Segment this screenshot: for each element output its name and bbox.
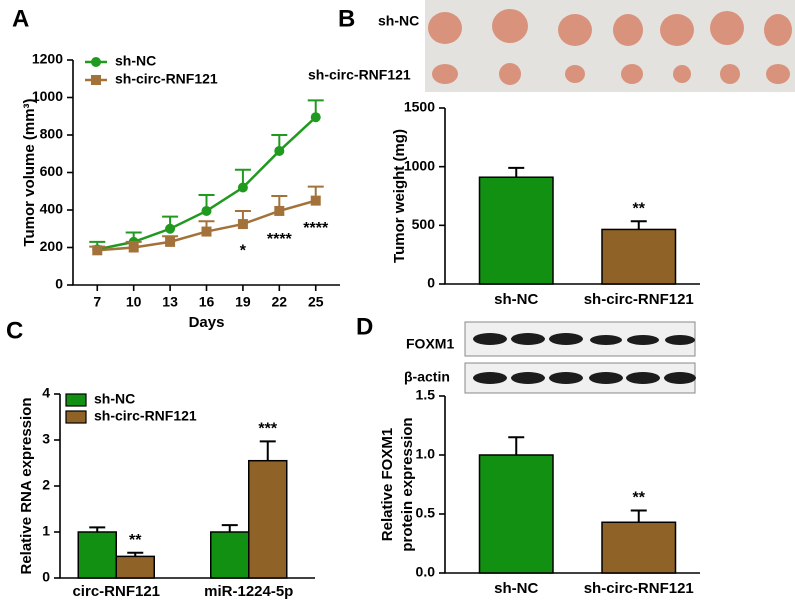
y-tick-label: 1.0 [416, 446, 436, 462]
y-tick-label: 600 [40, 163, 64, 179]
legend-swatch [65, 410, 87, 424]
marker [128, 242, 139, 253]
photo-label: sh-circ-RNF121 [308, 67, 411, 83]
bar [601, 228, 677, 285]
x-tick-label: sh-NC [494, 291, 538, 308]
panel-label: C [6, 317, 23, 344]
x-tick-label: miR-1224-5p [204, 583, 293, 600]
y-axis-label: Relative RNA expression [18, 397, 35, 574]
y-tick-label: 400 [40, 201, 64, 217]
y-axis-label: Tumor volume (mm³) [21, 98, 38, 246]
bar [478, 176, 554, 285]
y-tick-label: 0 [55, 276, 63, 292]
x-axis-label: Days [189, 314, 225, 331]
x-tick-label: 16 [199, 294, 215, 310]
legend-label: sh-NC [94, 391, 135, 407]
y-tick-label: 0.5 [416, 505, 436, 521]
significance: ** [633, 200, 646, 217]
x-tick-label: 7 [93, 294, 101, 310]
bar [601, 521, 677, 574]
marker [237, 182, 248, 193]
error-bar [630, 220, 647, 230]
y-tick-label: 0 [42, 569, 50, 585]
legend-marker [91, 75, 101, 85]
bar [115, 555, 155, 579]
marker [165, 236, 176, 247]
blot-label: FOXM1 [406, 336, 454, 352]
marker [201, 226, 212, 237]
blot-label: β-actin [404, 369, 450, 385]
x-tick-label: circ-RNF121 [72, 583, 160, 600]
error-bar [630, 509, 647, 523]
tumor-photo [425, 0, 795, 92]
legend-label: sh-circ-RNF121 [115, 71, 218, 87]
marker [274, 205, 285, 216]
bar [210, 531, 250, 579]
y-tick-label: 1500 [404, 99, 435, 115]
error-bar [221, 524, 238, 532]
marker [274, 145, 285, 156]
marker [310, 195, 321, 206]
x-tick-label: sh-circ-RNF121 [584, 580, 694, 597]
error-bar [508, 436, 525, 455]
y-tick-label: 2 [42, 477, 50, 493]
legend-label: sh-NC [115, 53, 156, 69]
x-tick-label: 25 [308, 294, 324, 310]
significance: * [240, 242, 247, 259]
y-tick-label: 1000 [32, 88, 63, 104]
significance: **** [267, 231, 293, 248]
legend-swatch [65, 393, 87, 407]
marker [310, 112, 321, 123]
marker [237, 219, 248, 230]
panel-label: D [356, 313, 373, 340]
axes [72, 60, 340, 286]
y-axis-label: protein expression [399, 417, 416, 551]
y-tick-label: 1 [42, 523, 50, 539]
y-axis-label: Tumor weight (mg) [391, 129, 408, 263]
x-tick-label: 19 [235, 294, 251, 310]
y-tick-label: 4 [42, 385, 50, 401]
x-tick-label: sh-circ-RNF121 [584, 291, 694, 308]
panel-label: B [338, 5, 355, 32]
legend-label: sh-circ-RNF121 [94, 408, 197, 424]
y-tick-label: 800 [40, 126, 64, 142]
significance: *** [258, 421, 277, 438]
marker [165, 223, 176, 234]
western-blot [464, 321, 696, 394]
legend-marker [91, 57, 101, 67]
y-tick-label: 1.5 [416, 387, 436, 403]
x-tick-label: sh-NC [494, 580, 538, 597]
x-tick-label: 10 [126, 294, 142, 310]
x-tick-label: 22 [272, 294, 288, 310]
marker [92, 245, 103, 256]
marker [201, 205, 212, 216]
y-tick-label: 0.0 [416, 564, 436, 580]
error-bar [259, 440, 276, 461]
bar [478, 454, 554, 574]
error-bar [89, 526, 106, 532]
photo-label: sh-NC [378, 13, 419, 29]
significance: **** [303, 220, 329, 237]
significance: ** [633, 490, 646, 507]
bar [248, 459, 288, 579]
y-tick-label: 0 [427, 275, 435, 291]
bar [77, 531, 117, 579]
y-tick-label: 1200 [32, 51, 63, 67]
significance: ** [129, 532, 142, 549]
y-axis-label: Relative FOXM1 [379, 428, 396, 541]
y-tick-label: 1000 [404, 157, 435, 173]
y-tick-label: 3 [42, 431, 50, 447]
y-tick-label: 200 [40, 238, 64, 254]
error-bar [508, 166, 525, 178]
panel-label: A [12, 5, 29, 32]
x-tick-label: 13 [162, 294, 178, 310]
y-tick-label: 500 [412, 216, 436, 232]
